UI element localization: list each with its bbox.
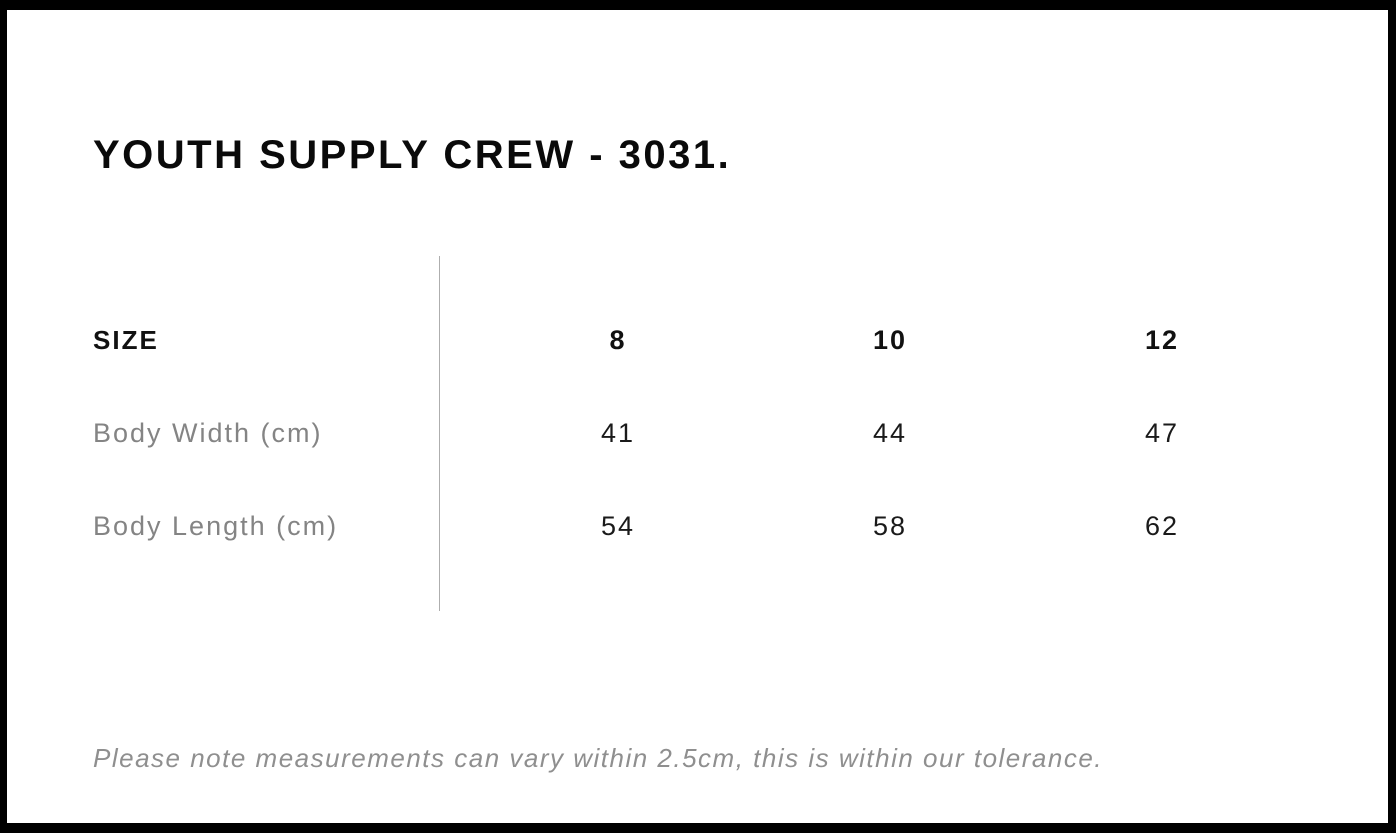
body-width-value-size-12: 47 <box>1144 418 1180 448</box>
size-chart-table: SIZE 8 10 12 Body Width (cm) 41 44 47 Bo… <box>93 294 1298 573</box>
size-column-header-8: 8 <box>609 325 627 355</box>
product-title: YOUTH SUPPLY CREW - 3031. <box>93 132 732 177</box>
table-divider-line <box>439 256 440 611</box>
body-width-value-size-8: 41 <box>600 418 636 448</box>
body-length-value-size-8: 54 <box>600 511 636 541</box>
tolerance-note: Please note measurements can vary within… <box>93 743 1104 773</box>
body-width-value-size-10: 44 <box>872 418 908 448</box>
size-header-label: SIZE <box>93 325 159 355</box>
size-column-header-10: 10 <box>872 325 908 355</box>
row-label-body-length: Body Length (cm) <box>93 511 339 541</box>
row-label-body-width: Body Width (cm) <box>93 418 323 448</box>
size-column-header-12: 12 <box>1144 325 1180 355</box>
body-length-value-size-12: 62 <box>1144 511 1180 541</box>
body-length-value-size-10: 58 <box>872 511 908 541</box>
